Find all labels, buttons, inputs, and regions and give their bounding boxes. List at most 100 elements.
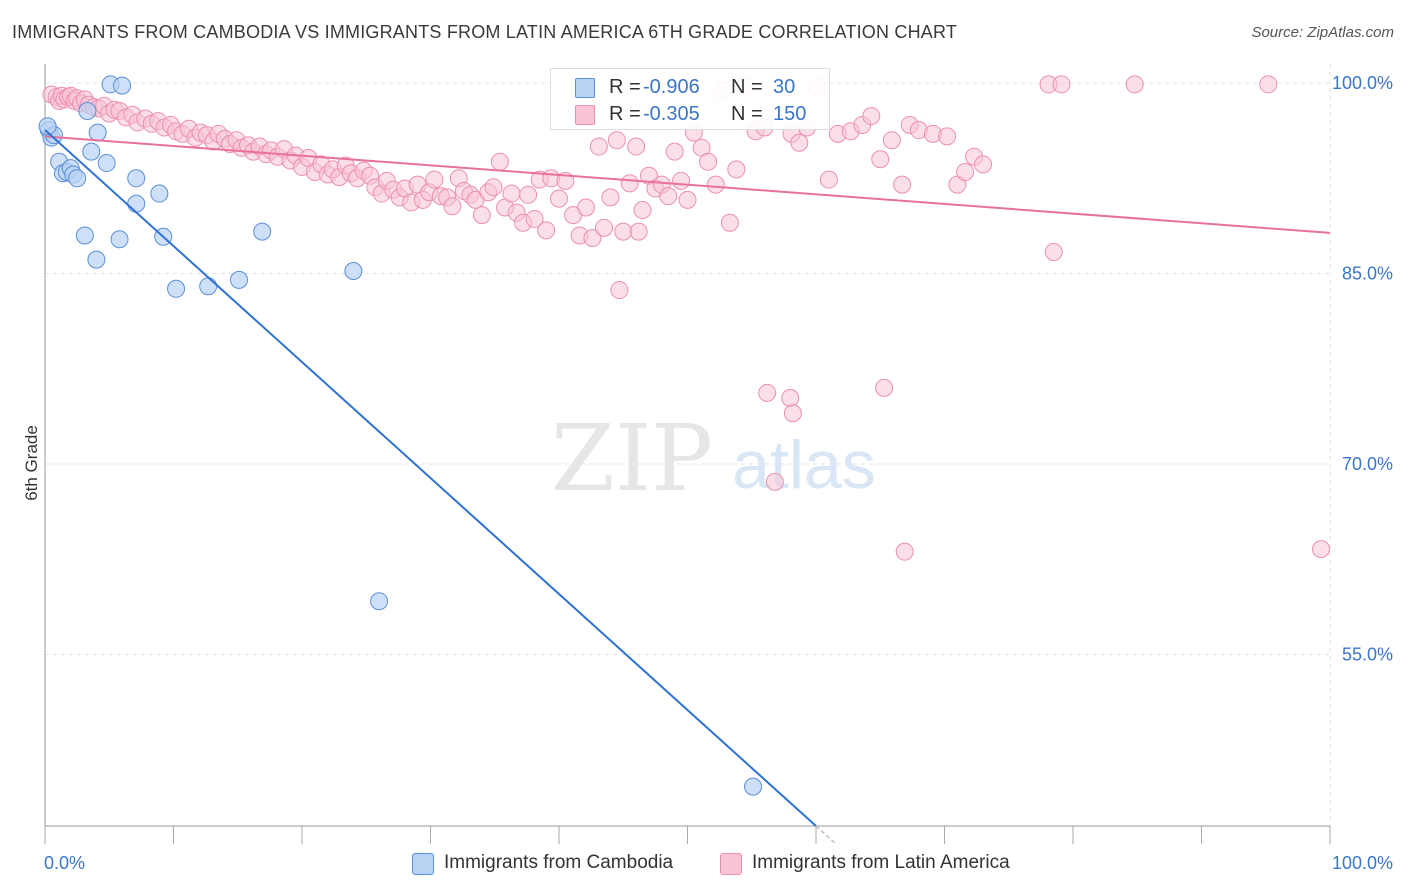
cambodia-point (75, 226, 94, 245)
cambodia-point (87, 250, 106, 269)
legend-n-label: N = (731, 76, 763, 98)
latin-america-point (1312, 540, 1331, 559)
cambodia-point (78, 101, 97, 120)
x-tick-label: 0.0% (44, 853, 85, 873)
latin-america-point (1044, 242, 1063, 261)
y-axis-label: 6th Grade (22, 425, 41, 501)
latin-america-point (490, 152, 509, 171)
legend-r-value: -0.906 (643, 76, 700, 98)
latin-america-point (659, 187, 678, 206)
latin-america-point (583, 228, 602, 247)
cambodia-point (113, 76, 132, 95)
cambodia-point (127, 194, 146, 213)
latin-america-point (629, 222, 648, 241)
latin-america-point (871, 150, 890, 169)
latin-america-point (443, 197, 462, 216)
latin-america-point (895, 542, 914, 561)
cambodia-trend-line (44, 129, 817, 827)
latin-america-point (938, 127, 957, 146)
latin-america-point (627, 137, 646, 156)
latin-america-point (614, 222, 633, 241)
cambodia-point (68, 169, 87, 188)
latin-america-point (576, 198, 595, 217)
correlation-legend: R = -0.906 N = 30 R = -0.305 N = 150 (550, 68, 830, 130)
legend-n-label: N = (731, 103, 763, 125)
legend-r-label: R = (609, 103, 641, 125)
latin-america-point (727, 160, 746, 179)
latin-america-point (758, 383, 777, 402)
latin-america-point (706, 175, 725, 194)
latin-america-point (678, 190, 697, 209)
latin-america-point (537, 221, 556, 240)
trend-lines (44, 129, 1331, 844)
bottom-legend-swatch-latin (720, 853, 742, 875)
latin-america-point (1125, 75, 1144, 94)
latin-america-point (472, 206, 491, 225)
bottom-legend-label: Immigrants from Cambodia (444, 852, 674, 873)
cambodia-point (744, 777, 763, 796)
axes (44, 64, 1331, 844)
latin-america-points (42, 75, 1331, 561)
legend-row-cambodia: R = -0.906 N = 30 (551, 74, 829, 100)
latin-america-trend-line (44, 135, 1331, 234)
latin-america-point (665, 142, 684, 161)
legend-n-value: 150 (773, 103, 807, 125)
cambodia-point (150, 184, 169, 203)
latin-america-point (620, 174, 639, 193)
cambodia-point (82, 142, 101, 161)
latin-america-point (502, 184, 521, 203)
legend-r-label: R = (609, 76, 641, 98)
latin-america-point (607, 131, 626, 150)
bottom-legend-label: Immigrants from Latin America (752, 852, 1010, 873)
y-tick-label: 100.0% (1332, 73, 1393, 93)
y-tick-label: 85.0% (1342, 264, 1393, 284)
watermark: ZIP atlas (551, 405, 876, 512)
legend-swatch-latin (575, 105, 595, 125)
latin-america-point (699, 152, 718, 171)
cambodia-point (230, 270, 249, 289)
latin-america-point (633, 201, 652, 220)
latin-america-point (956, 162, 975, 181)
chart-title: IMMIGRANTS FROM CAMBODIA VS IMMIGRANTS F… (12, 22, 958, 42)
cambodia-point (127, 169, 146, 188)
latin-america-point (893, 175, 912, 194)
cambodia-point (167, 279, 186, 298)
latin-america-point (783, 404, 802, 423)
latin-america-point (765, 472, 784, 491)
latin-america-point (1259, 75, 1278, 94)
cambodia-point (97, 154, 116, 173)
latin-america-point (862, 107, 881, 126)
legend-n-value: 30 (773, 76, 796, 98)
cambodia-trend-extension (815, 825, 836, 844)
latin-america-point (550, 189, 568, 208)
latin-america-point (425, 170, 444, 189)
latin-america-point (819, 170, 838, 189)
bottom-legend-swatch-cambodia (412, 853, 434, 875)
latin-america-point (672, 171, 691, 190)
y-tick-label: 55.0% (1342, 645, 1393, 665)
latin-america-point (519, 185, 538, 204)
latin-america-point (974, 155, 993, 174)
latin-america-point (882, 131, 901, 150)
latin-america-point (781, 389, 800, 408)
cambodia-point (38, 117, 57, 136)
watermark-zip: ZIP (551, 405, 713, 512)
latin-america-point (594, 218, 613, 237)
latin-america-point (525, 209, 544, 228)
legend-r-value: -0.305 (643, 103, 700, 125)
latin-america-point (720, 213, 739, 232)
cambodia-point (110, 230, 129, 249)
cambodia-point (370, 592, 389, 611)
cambodia-point (344, 262, 363, 281)
legend-row-latin: R = -0.305 N = 150 (551, 101, 829, 127)
latin-america-point (601, 188, 620, 207)
cambodia-point (253, 222, 272, 241)
cambodia-point (199, 277, 218, 296)
x-tick-label: 100.0% (1332, 853, 1393, 873)
latin-america-point (484, 178, 503, 197)
tick-labels: 55.0% 70.0% 85.0% 100.0% 0.0% 100.0% (44, 73, 1393, 873)
cambodia-point (88, 123, 107, 142)
watermark-atlas: atlas (732, 427, 876, 503)
latin-america-point (1052, 75, 1071, 94)
